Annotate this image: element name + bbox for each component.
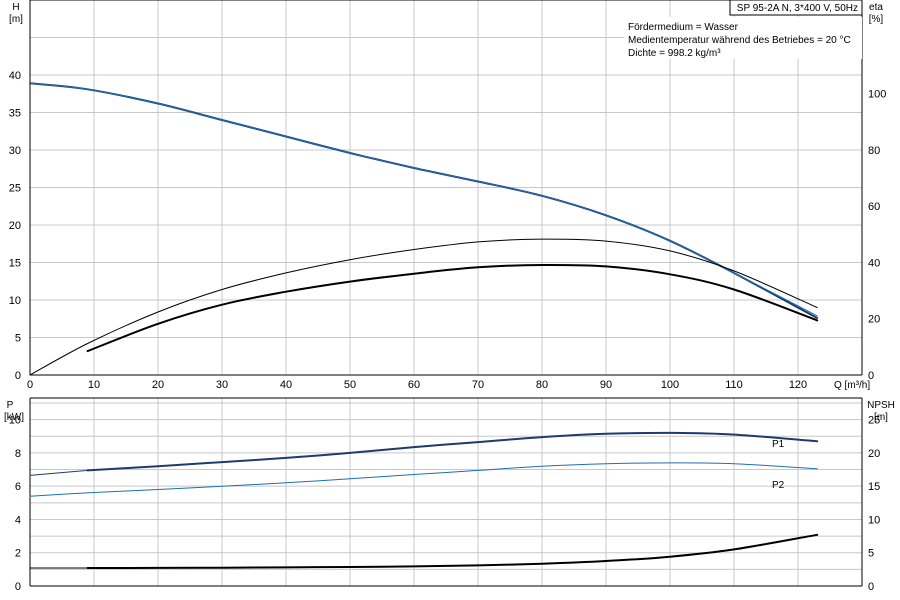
- x-tick-label: 70: [472, 379, 484, 391]
- chart-title: SP 95-2A N, 3*400 V, 50Hz: [737, 3, 858, 14]
- power-tick-label: 2: [15, 548, 21, 560]
- upper-series-line-0: [29, 82, 819, 319]
- x-tick-label: 110: [725, 379, 743, 391]
- title-box: [729, 0, 863, 16]
- head-tick-label: 35: [9, 108, 21, 120]
- head-tick-label: 0: [15, 370, 21, 382]
- lower-grid: [30, 398, 862, 586]
- head-tick-label: 5: [15, 333, 21, 345]
- p1-curve-label: P1: [772, 439, 785, 450]
- npsh-axis-label: NPSH: [867, 400, 895, 411]
- head-tick-label: 25: [9, 183, 21, 195]
- eta-axis-label: eta: [869, 2, 883, 13]
- power-axis-unit: [kW]: [4, 412, 24, 423]
- p2-curve-label: P2: [772, 480, 785, 491]
- x-tick-label: 120: [789, 379, 807, 391]
- eta-tick-label: 20: [868, 314, 880, 326]
- info-temperature: Medientemperatur während des Betriebes =…: [628, 35, 851, 46]
- power-tick-label: 4: [15, 514, 21, 526]
- npsh-tick-label: 10: [868, 514, 880, 526]
- power-tick-label: 0: [15, 581, 21, 593]
- x-tick-label: 90: [600, 379, 612, 391]
- npsh-tick-label: 15: [868, 481, 880, 493]
- info-density: Dichte = 998.2 kg/m³: [628, 48, 721, 59]
- x-tick-label: 80: [536, 379, 548, 391]
- x-tick-label: 50: [344, 379, 356, 391]
- lower-curves: [29, 431, 819, 569]
- npsh-tick-label: 5: [868, 548, 874, 560]
- lower-series-line-p1: [86, 431, 819, 472]
- x-tick-label: 100: [661, 379, 679, 391]
- npsh-tick-label: 0: [868, 581, 874, 593]
- upper-series-line-3: [86, 263, 819, 353]
- upper-tick-labels: 0 10 20 30 40 50 60 70 80 90 100 110 120 0 5 10 15 20 25 30…: [9, 70, 887, 391]
- x-tick-label: 20: [152, 379, 164, 391]
- lower-series-line-1: [29, 469, 89, 476]
- head-tick-label: 10: [9, 295, 21, 307]
- info-medium: Fördermedium = Wasser: [628, 22, 739, 33]
- x-tick-label: 40: [280, 379, 292, 391]
- lower-tick-labels: 0 2 4 6 8 10 0 5 10 15 20 25: [9, 415, 881, 593]
- power-axis-label: P: [7, 400, 14, 411]
- lower-series-line-3: [86, 533, 819, 569]
- power-tick-label: 10: [9, 415, 21, 427]
- eta-tick-label: 80: [868, 145, 880, 157]
- head-axis-label: H: [12, 2, 19, 13]
- eta-tick-label: 40: [868, 257, 880, 269]
- eta-tick-label: 100: [868, 89, 886, 101]
- eta-tick-label: 0: [868, 370, 874, 382]
- x-tick-label: 60: [408, 379, 420, 391]
- x-tick-label: 10: [88, 379, 100, 391]
- head-tick-label: 20: [9, 220, 21, 232]
- power-tick-label: 6: [15, 481, 21, 493]
- head-axis-unit: [m]: [9, 14, 23, 25]
- power-tick-label: 8: [15, 448, 21, 460]
- info-box: [624, 17, 862, 59]
- npsh-axis-unit: [m]: [874, 412, 888, 423]
- upper-series-line-1: [29, 82, 818, 317]
- flow-axis-label: Q [m³/h]: [834, 380, 870, 391]
- upper-grid: [30, 0, 862, 375]
- upper-curves: [29, 82, 819, 376]
- upper-series-line-2: [29, 238, 818, 376]
- npsh-tick-label: 20: [868, 448, 880, 460]
- head-tick-label: 30: [9, 145, 21, 157]
- head-tick-label: 15: [9, 258, 21, 270]
- eta-tick-label: 60: [868, 201, 880, 213]
- npsh-tick-label: 25: [868, 415, 880, 427]
- x-tick-label: 30: [216, 379, 228, 391]
- eta-axis-unit: [%]: [869, 14, 884, 25]
- lower-series-line-p2: [29, 462, 818, 497]
- x-tick-label: 0: [27, 379, 33, 391]
- head-tick-label: 40: [9, 70, 21, 82]
